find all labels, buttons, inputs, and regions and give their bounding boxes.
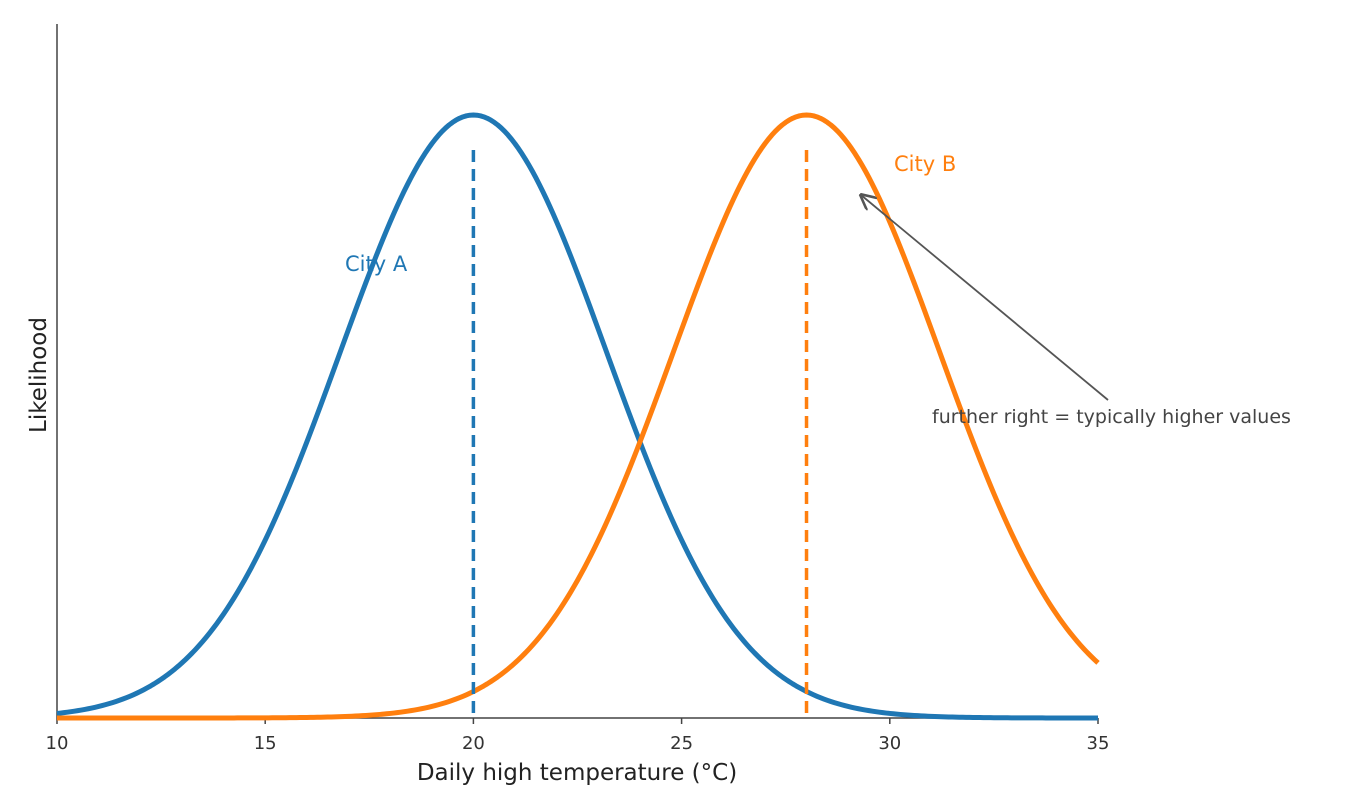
y-axis-label: Likelihood (26, 317, 52, 433)
x-tick-label: 10 (46, 733, 69, 754)
annotation-arrow (861, 195, 1109, 401)
series-curve-city-b (57, 112, 1100, 721)
x-tick-label: 35 (1087, 733, 1110, 754)
series-label-city-a: City A (345, 252, 408, 276)
x-tick-label: 15 (254, 733, 277, 754)
x-ticks: 10 15 20 25 30 35 (46, 718, 1110, 754)
x-tick-label: 20 (462, 733, 485, 754)
x-tick-label: 25 (670, 733, 693, 754)
series-curve-city-a (56, 112, 1098, 721)
series-label-city-b: City B (894, 152, 956, 176)
x-axis-label: Daily high temperature (°C) (417, 760, 737, 786)
x-tick-label: 30 (878, 733, 901, 754)
annotation-text: further right = typically higher values (932, 406, 1291, 428)
